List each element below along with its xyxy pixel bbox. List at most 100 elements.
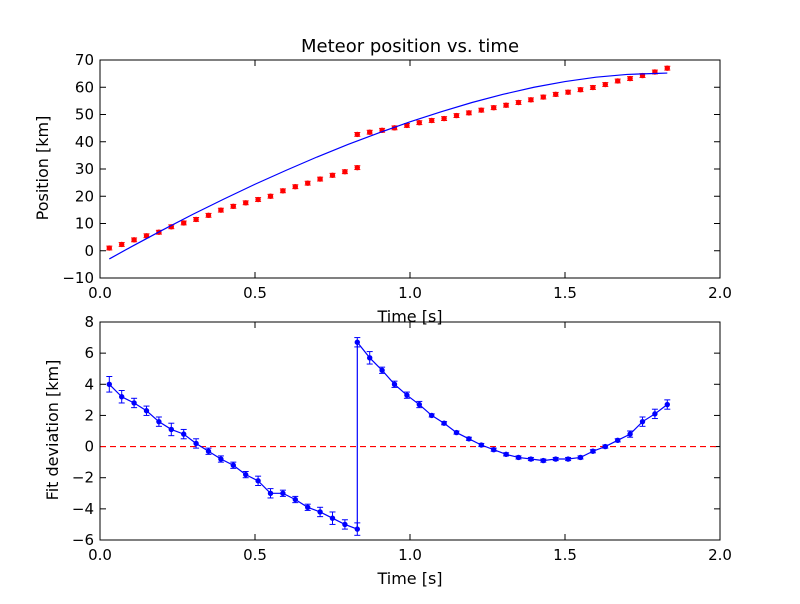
data-point	[131, 237, 137, 243]
data-point	[243, 471, 249, 478]
data-point	[181, 431, 187, 437]
data-point	[391, 381, 398, 387]
data-point	[267, 490, 274, 496]
data-point	[292, 184, 298, 190]
data-point	[565, 89, 571, 95]
data-point	[143, 408, 150, 414]
y-tick-label: −4	[72, 500, 94, 518]
data-point	[354, 526, 360, 532]
data-point	[540, 94, 546, 100]
data-point	[193, 440, 199, 447]
data-point	[565, 456, 571, 462]
data-point	[280, 188, 286, 194]
x-axis-label: Time [s]	[376, 307, 442, 326]
data-point	[627, 75, 633, 82]
y-tick-label: 0	[84, 438, 94, 456]
y-tick-label: 40	[75, 133, 94, 151]
x-tick-label: 1.5	[553, 546, 577, 564]
data-point	[515, 454, 522, 461]
data-point	[615, 437, 621, 444]
data-point	[317, 509, 323, 515]
x-tick-label: 2.0	[708, 546, 732, 564]
data-point	[267, 193, 274, 199]
data-point	[280, 490, 286, 496]
data-point	[106, 245, 113, 251]
data-point	[590, 84, 596, 91]
data-point	[243, 200, 249, 206]
data-point	[106, 381, 113, 387]
data-point	[453, 429, 460, 436]
y-tick-label: 10	[75, 215, 94, 233]
data-point	[131, 400, 137, 406]
data-point	[528, 456, 534, 462]
data-point	[255, 196, 261, 203]
data-point	[193, 216, 199, 223]
data-point	[367, 355, 373, 361]
data-point	[602, 81, 608, 88]
data-point	[540, 457, 546, 464]
data-point	[205, 212, 212, 219]
data-point	[528, 97, 534, 103]
data-point	[553, 91, 559, 98]
data-point	[478, 107, 484, 113]
data-point	[367, 129, 373, 135]
data-point	[305, 180, 311, 186]
y-tick-label: −10	[62, 269, 94, 287]
data-point	[329, 172, 336, 178]
data-point	[429, 117, 435, 124]
data-point	[416, 401, 422, 408]
x-tick-label: 0.5	[243, 546, 267, 564]
y-tick-label: 8	[84, 313, 94, 331]
x-tick-label: 1.0	[398, 546, 422, 564]
axis-ticks: 0.0 0.5 1.0 1.5 2.0 −6 −4 −2 0 2 4 6 8	[72, 313, 732, 564]
data-point	[119, 394, 125, 400]
data-point	[354, 131, 360, 138]
y-tick-label: 6	[84, 344, 94, 362]
data-point	[181, 220, 187, 226]
fit-curve-line	[109, 72, 668, 260]
y-tick-label: −6	[72, 531, 94, 549]
data-point	[553, 456, 559, 462]
y-tick-label: 2	[84, 406, 94, 424]
y-tick-label: 0	[84, 242, 94, 260]
data-point	[503, 451, 509, 458]
data-point	[354, 339, 360, 345]
data-point	[466, 110, 472, 116]
x-tick-label: 1.5	[553, 284, 577, 302]
data-point	[416, 119, 422, 126]
axes-frame	[99, 59, 721, 279]
x-tick-label: 0.5	[243, 284, 267, 302]
data-point	[305, 504, 311, 510]
data-point	[329, 515, 336, 521]
data-point	[491, 104, 497, 111]
data-point	[453, 112, 460, 119]
y-tick-label: 50	[75, 106, 94, 124]
data-point	[156, 418, 162, 425]
data-point	[615, 78, 621, 84]
data-point	[168, 426, 175, 433]
y-tick-label: 70	[75, 51, 94, 69]
data-point	[590, 448, 596, 454]
data-point	[515, 99, 522, 106]
y-tick-label: 4	[84, 375, 94, 393]
data-point	[292, 496, 298, 503]
data-point	[491, 446, 497, 453]
data-point	[255, 478, 261, 484]
position-subplot: Meteor position vs. time Time [s] Positi…	[33, 36, 732, 326]
axes-frame	[99, 321, 721, 541]
plot-area	[100, 337, 720, 536]
data-point	[342, 169, 348, 175]
data-point	[317, 176, 323, 182]
y-tick-label: 60	[75, 78, 94, 96]
data-point	[441, 115, 447, 122]
deviation-subplot: Time [s] Fit deviation [km] 0.0 0.5 1.0 1.5…	[43, 313, 732, 588]
x-tick-label: 1.0	[398, 284, 422, 302]
chart-title: Meteor position vs. time	[301, 36, 519, 57]
data-point	[218, 207, 224, 213]
data-point	[577, 454, 584, 461]
x-tick-label: 0.0	[88, 284, 112, 302]
y-tick-label: 30	[75, 160, 94, 178]
data-point	[441, 420, 447, 426]
y-tick-label: −2	[72, 469, 94, 487]
